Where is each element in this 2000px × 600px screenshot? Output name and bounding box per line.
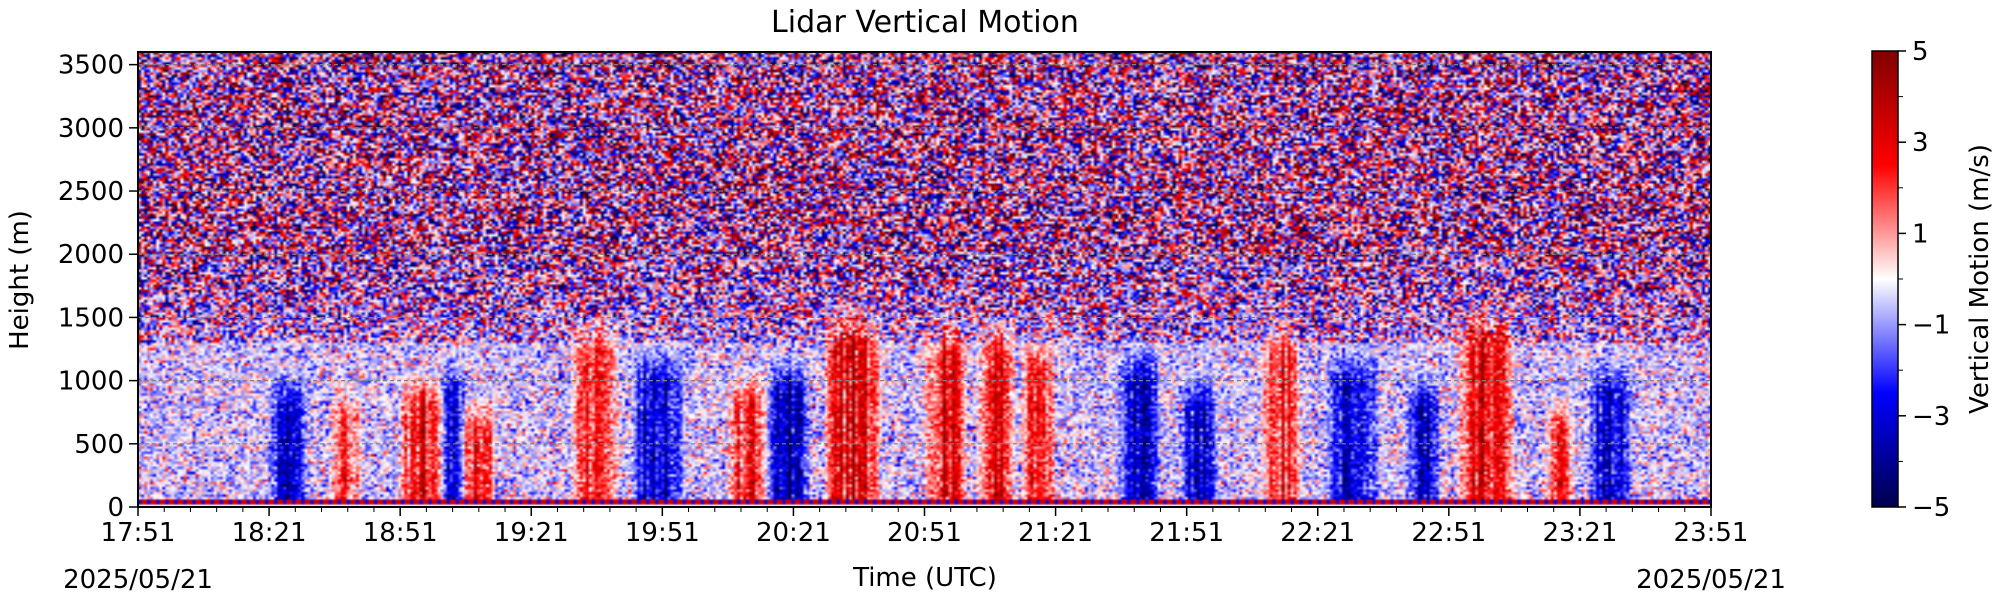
y-axis-label: Height (m) [5, 210, 35, 350]
chart-title: Lidar Vertical Motion [771, 5, 1079, 40]
x-tick-label: 20:21 [756, 518, 831, 548]
x-tick-label: 23:51 [1674, 518, 1749, 548]
x-tick-label: 19:21 [494, 518, 569, 548]
colorbar-tick-label: −3 [1912, 402, 1950, 432]
y-tick-label: 2500 [58, 177, 124, 207]
grid-lines [138, 64, 1711, 445]
colorbar [1871, 50, 1899, 508]
colorbar-tick-label: 1 [1912, 219, 1929, 249]
x-tick-label: 19:51 [625, 518, 700, 548]
y-tick-label: 2000 [58, 240, 124, 270]
x-tick-label: 22:51 [1411, 518, 1486, 548]
y-tick-label: 3000 [58, 114, 124, 144]
x-end-date: 2025/05/21 [1636, 565, 1786, 595]
x-tick-label: 20:51 [887, 518, 962, 548]
colorbar-tick-label: 3 [1912, 128, 1929, 158]
x-start-date: 2025/05/21 [63, 565, 213, 595]
y-tick-label: 3500 [58, 51, 124, 81]
x-axis: 17:51 18:21 18:51 19:21 19:51 20:21 20:51 21:21… [101, 507, 1749, 548]
x-tick-label: 22:21 [1280, 518, 1355, 548]
heatmap-image [138, 52, 1711, 507]
x-axis-label: Time (UTC) [852, 563, 997, 593]
heatmap-area [138, 52, 1711, 507]
x-tick-label: 17:51 [101, 518, 176, 548]
colorbar-tick-label: 5 [1912, 37, 1929, 67]
y-tick-label: 0 [107, 493, 124, 523]
y-axis: 0 500 1000 1500 2000 2500 3000 3500 [58, 51, 138, 523]
x-tick-label: 23:21 [1542, 518, 1617, 548]
x-tick-label: 18:21 [232, 518, 307, 548]
x-tick-label: 21:21 [1018, 518, 1093, 548]
y-tick-label: 1000 [58, 367, 124, 397]
y-tick-label: 500 [74, 430, 124, 460]
colorbar-label: Vertical Motion (m/s) [1965, 144, 1995, 414]
y-tick-label: 1500 [58, 303, 124, 333]
x-tick-label: 21:51 [1149, 518, 1224, 548]
colorbar-tick-label: −1 [1912, 311, 1950, 341]
colorbar-axis: 5 3 1 −1 −3 −5 [1898, 37, 1950, 523]
x-tick-label: 18:51 [363, 518, 438, 548]
colorbar-tick-label: −5 [1912, 493, 1950, 523]
